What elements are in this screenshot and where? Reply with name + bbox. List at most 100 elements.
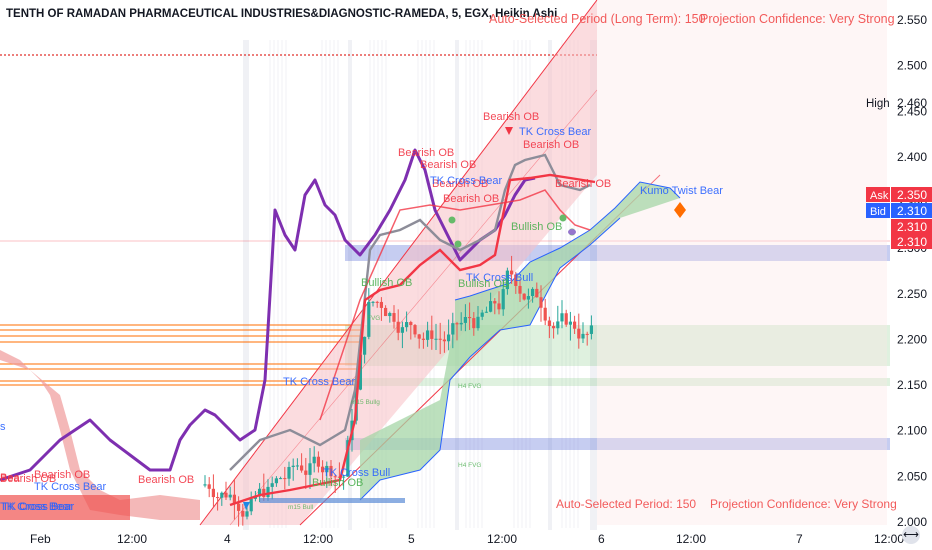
candle-body — [304, 470, 308, 475]
candle-body — [434, 338, 438, 340]
candle-body — [535, 288, 539, 298]
x-tick-label: 5 — [408, 532, 415, 546]
annotation-label: Bullish OB — [458, 278, 509, 290]
candle-body — [295, 465, 299, 467]
price-tag-label: Ask — [870, 190, 889, 202]
candle-body — [321, 466, 325, 473]
candle-body — [220, 492, 224, 498]
candle-body — [207, 484, 211, 489]
candle-body — [459, 322, 463, 325]
cloud-edge — [359, 217, 621, 501]
x-tick-label: 12:00 — [676, 532, 706, 546]
candle-body — [455, 323, 459, 325]
cloud-edge — [454, 181, 681, 301]
annotation-label: Kumo Twist Bear — [640, 185, 723, 197]
price-tag-bg — [891, 219, 932, 234]
y-tick-label: 2.200 — [897, 332, 927, 346]
ichimoku-cloud-red — [0, 495, 130, 520]
signal-dot — [454, 240, 462, 248]
annotation-label: TK Cross Bear — [519, 126, 591, 138]
candle-body — [522, 293, 526, 300]
candle-body — [396, 321, 400, 333]
annotation-label: s — [0, 421, 6, 433]
candle-body — [413, 325, 417, 335]
projection-area — [597, 0, 887, 525]
annotation-label: TK Cross Bull — [323, 467, 390, 479]
projection-period-top: Auto-Selected Period (Long Term): 150 — [489, 12, 706, 26]
candle-body — [417, 334, 421, 339]
arrow-left-right-icon[interactable]: ⟷ — [902, 526, 920, 544]
candle-body — [421, 338, 425, 340]
projection-period-bottom: Auto-Selected Period: 150 — [556, 497, 697, 511]
candle-body — [308, 463, 312, 475]
candle-body — [245, 511, 249, 517]
candle-body — [241, 510, 245, 517]
signal-line — [319, 189, 591, 421]
annotation-label: Bullish OB — [312, 477, 363, 489]
candle-body — [409, 322, 413, 326]
price-tag-bg — [891, 234, 932, 249]
annotation-label: TK Cross Bear — [430, 175, 502, 187]
y-tick-label: 2.500 — [897, 59, 927, 73]
price-tag-value: 2.310 — [897, 220, 927, 234]
annotation-label: TK Cross Bear — [0, 501, 72, 513]
x-tick-label: 12:00 — [874, 532, 904, 546]
candle-body — [266, 486, 270, 498]
candle-body — [392, 313, 396, 322]
fvg-label: m15 Bull — [288, 504, 314, 511]
candle-body — [211, 488, 215, 498]
fvg-label: H4 FVG — [458, 462, 481, 469]
candle-body — [497, 303, 501, 310]
candle-body — [300, 465, 304, 471]
annotation-label: Bearish OB — [138, 474, 194, 486]
candle-body — [388, 313, 392, 317]
candle-body — [585, 333, 589, 335]
bull-ob-box — [260, 498, 405, 503]
high-label: High — [866, 98, 890, 110]
candle-body — [438, 338, 442, 340]
projection-confidence-top: Projection Confidence: Very Strong — [700, 12, 895, 26]
ichimoku-cloud-red — [0, 350, 200, 520]
ichimoku-cloud-green — [360, 182, 680, 500]
y-tick-label: 2.100 — [897, 424, 927, 438]
candle-body — [493, 301, 497, 304]
candle-body — [384, 307, 388, 317]
tenkan-line — [229, 173, 596, 507]
candle-body — [589, 325, 593, 334]
candle-body — [363, 336, 367, 355]
candle-body — [480, 312, 484, 317]
x-tick-label: 4 — [224, 532, 231, 546]
annotation-label: Bearish OB — [34, 469, 90, 481]
annotation-label: Bearish OB — [443, 193, 499, 205]
signal-dot — [448, 216, 456, 224]
candle-body — [325, 465, 329, 473]
candle-body — [577, 328, 581, 339]
candle-body — [526, 296, 530, 300]
candle-body — [346, 440, 350, 477]
price-tag-label-bg — [866, 187, 890, 202]
high-value: 2.460 — [897, 96, 927, 110]
candle-body — [510, 270, 514, 275]
signal-diamond — [674, 202, 686, 218]
candle-body — [484, 311, 488, 313]
annotation-label: Bearish OB — [420, 159, 476, 171]
symbol-title: TENTH OF RAMADAN PHARMACEUTICAL INDUSTRI… — [6, 8, 558, 20]
annotation-label: TK Cross Bull — [466, 272, 533, 284]
candle-body — [203, 484, 207, 486]
candle-body — [581, 333, 585, 339]
candle-body — [224, 492, 228, 498]
session-stripe — [243, 40, 249, 530]
candle-body — [518, 285, 522, 294]
candle-body — [552, 326, 556, 329]
candle-body — [262, 488, 266, 498]
candle-body — [568, 321, 572, 325]
candle-body — [556, 321, 560, 329]
candle-body — [358, 354, 362, 390]
candle-body — [287, 466, 291, 479]
candle-body — [543, 307, 547, 321]
candle-body — [291, 465, 295, 467]
candle-body — [329, 465, 333, 477]
y-tick-label: 2.250 — [897, 287, 927, 301]
